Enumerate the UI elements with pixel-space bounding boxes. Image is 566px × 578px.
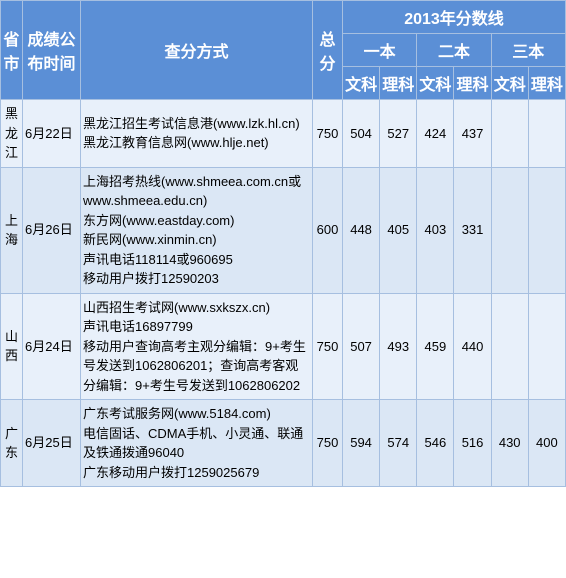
cell-t2-sci: 440 [454,293,491,400]
cell-t1-sci: 527 [380,100,417,168]
cell-date: 6月22日 [23,100,81,168]
cell-method: 广东考试服务网(www.5184.com)电信固话、CDMA手机、小灵通、联通及… [81,400,313,487]
table-row: 黑龙江6月22日黑龙江招生考试信息港(www.lzk.hl.cn)黑龙江教育信息… [1,100,566,168]
cell-t3-arts [491,167,528,293]
cell-t3-sci [528,293,565,400]
th-tier1: 一本 [343,34,417,67]
cell-t3-arts [491,100,528,168]
cell-method: 黑龙江招生考试信息港(www.lzk.hl.cn)黑龙江教育信息网(www.hl… [81,100,313,168]
th-t2-arts: 文科 [417,67,454,100]
cell-t2-arts: 459 [417,293,454,400]
cell-total: 600 [313,167,343,293]
cell-t2-sci: 437 [454,100,491,168]
table-row: 上海6月26日上海招考热线(www.shmeea.com.cn或www.shme… [1,167,566,293]
cell-total: 750 [313,293,343,400]
th-tier3: 三本 [491,34,565,67]
cell-t3-sci [528,167,565,293]
th-t1-sci: 理科 [380,67,417,100]
th-t3-arts: 文科 [491,67,528,100]
cell-t3-arts [491,293,528,400]
cell-t2-arts: 424 [417,100,454,168]
cell-province: 山西 [1,293,23,400]
th-t1-arts: 文科 [343,67,380,100]
cell-t2-arts: 546 [417,400,454,487]
cell-method: 上海招考热线(www.shmeea.com.cn或www.shmeea.edu.… [81,167,313,293]
table-row: 广东6月25日广东考试服务网(www.5184.com)电信固话、CDMA手机、… [1,400,566,487]
cell-total: 750 [313,100,343,168]
table-row: 山西6月24日山西招生考试网(www.sxkszx.cn)声讯电话1689779… [1,293,566,400]
cell-t1-sci: 574 [380,400,417,487]
cell-total: 750 [313,400,343,487]
cell-province: 广东 [1,400,23,487]
cell-t2-sci: 516 [454,400,491,487]
cell-date: 6月24日 [23,293,81,400]
table-header: 省市 成绩公布时间 查分方式 总分 2013年分数线 一本 二本 三本 文科 理… [1,1,566,100]
th-tier2: 二本 [417,34,491,67]
th-province: 省市 [1,1,23,100]
cell-t1-arts: 507 [343,293,380,400]
cell-province: 上海 [1,167,23,293]
score-table: 省市 成绩公布时间 查分方式 总分 2013年分数线 一本 二本 三本 文科 理… [0,0,566,487]
th-announce-time: 成绩公布时间 [23,1,81,100]
cell-method: 山西招生考试网(www.sxkszx.cn)声讯电话16897799移动用户查询… [81,293,313,400]
cell-t1-arts: 448 [343,167,380,293]
cell-t3-sci: 400 [528,400,565,487]
th-total-score: 总分 [313,1,343,100]
cell-date: 6月26日 [23,167,81,293]
cell-t2-arts: 403 [417,167,454,293]
cell-t2-sci: 331 [454,167,491,293]
cell-t3-arts: 430 [491,400,528,487]
th-t3-sci: 理科 [528,67,565,100]
cell-t3-sci [528,100,565,168]
table-body: 黑龙江6月22日黑龙江招生考试信息港(www.lzk.hl.cn)黑龙江教育信息… [1,100,566,487]
th-t2-sci: 理科 [454,67,491,100]
cell-date: 6月25日 [23,400,81,487]
th-query-method: 查分方式 [81,1,313,100]
cell-t1-arts: 504 [343,100,380,168]
cell-t1-sci: 493 [380,293,417,400]
th-year-line: 2013年分数线 [343,1,566,34]
cell-t1-arts: 594 [343,400,380,487]
cell-province: 黑龙江 [1,100,23,168]
cell-t1-sci: 405 [380,167,417,293]
